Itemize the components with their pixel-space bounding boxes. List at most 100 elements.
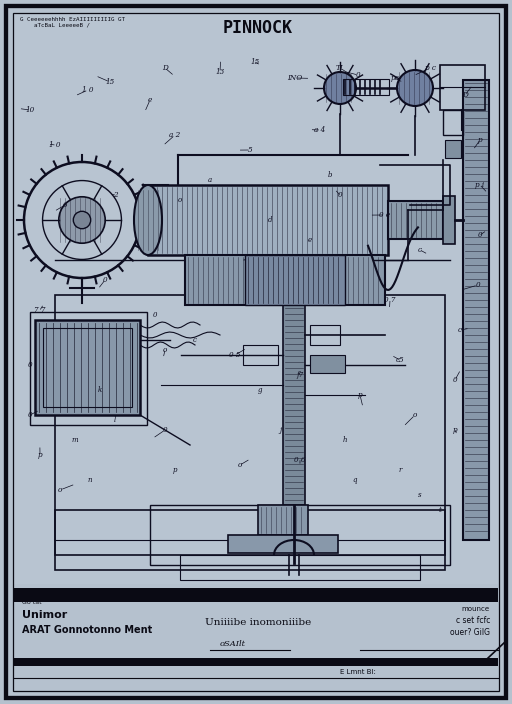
Text: m: m <box>72 436 78 444</box>
Text: a 4: a 4 <box>314 126 326 134</box>
Bar <box>443 196 455 244</box>
Text: o: o <box>238 461 242 469</box>
Text: 0: 0 <box>476 281 480 289</box>
Text: p: p <box>358 391 362 399</box>
Circle shape <box>324 72 356 104</box>
Text: p i: p i <box>475 181 485 189</box>
Text: c: c <box>193 336 197 344</box>
Bar <box>463 80 489 540</box>
Text: D: D <box>162 64 168 72</box>
Text: 13: 13 <box>216 68 225 76</box>
Text: 10: 10 <box>26 106 35 114</box>
Text: o: o <box>58 486 62 494</box>
Text: 0: 0 <box>28 361 32 369</box>
Bar <box>283 305 305 505</box>
Text: Go tat: Go tat <box>22 600 41 605</box>
Text: mounce: mounce <box>462 606 490 612</box>
Text: TI: TI <box>336 64 344 72</box>
Text: l: l <box>114 416 116 424</box>
Circle shape <box>397 70 433 106</box>
Text: o: o <box>413 411 417 419</box>
Bar <box>388 201 443 239</box>
Text: p: p <box>453 426 457 434</box>
Text: D: D <box>462 91 468 99</box>
Text: j: j <box>279 426 281 434</box>
Text: a: a <box>208 176 212 184</box>
Text: PINNOCK: PINNOCK <box>223 19 293 37</box>
Bar <box>443 110 463 135</box>
Bar <box>243 345 278 365</box>
Text: p: p <box>38 451 42 459</box>
Bar <box>445 140 461 158</box>
Bar <box>245 255 345 305</box>
Text: 0: 0 <box>453 376 457 384</box>
Text: f7: f7 <box>296 371 304 379</box>
Bar <box>310 325 340 345</box>
Text: 15: 15 <box>250 58 260 66</box>
Text: k: k <box>98 386 102 394</box>
Text: 6: 6 <box>62 201 67 209</box>
Text: Unimor: Unimor <box>22 610 67 620</box>
Text: ARAT Gonnotonno Ment: ARAT Gonnotonno Ment <box>22 625 152 635</box>
Bar <box>55 295 445 555</box>
Text: E Lmnt Bl:: E Lmnt Bl: <box>340 669 376 675</box>
Text: p: p <box>173 466 177 474</box>
Bar <box>150 505 450 565</box>
Bar <box>148 185 388 255</box>
Text: o: o <box>178 196 182 204</box>
Text: 0: 0 <box>28 411 32 419</box>
Text: INO: INO <box>287 74 303 82</box>
Bar <box>185 255 385 305</box>
Text: artist.: artist. <box>22 594 40 599</box>
Text: 0 e: 0 e <box>379 211 391 219</box>
Bar <box>14 602 498 682</box>
Text: c set fcfc: c set fcfc <box>456 616 490 625</box>
Text: c: c <box>418 246 422 254</box>
Text: 0: 0 <box>478 231 482 239</box>
Bar <box>14 588 498 602</box>
Text: c: c <box>458 326 462 334</box>
Text: Uniiiibe inomoniiibe: Uniiiibe inomoniiibe <box>205 618 311 627</box>
Text: 0: 0 <box>153 311 157 319</box>
Bar <box>14 658 498 666</box>
Text: q: q <box>353 476 357 484</box>
Bar <box>55 510 445 570</box>
Text: 0: 0 <box>163 426 167 434</box>
Text: 0: 0 <box>103 276 108 284</box>
Text: d: d <box>268 216 272 224</box>
Bar <box>258 505 308 535</box>
Text: 1 0: 1 0 <box>82 86 94 94</box>
Circle shape <box>59 197 105 243</box>
Bar <box>228 535 338 553</box>
Text: t: t <box>439 506 441 514</box>
Text: c5: c5 <box>396 356 404 364</box>
Text: pc: pc <box>391 74 399 82</box>
Text: ouer? GilG: ouer? GilG <box>450 628 490 637</box>
Text: 0 5: 0 5 <box>229 351 241 359</box>
Text: p: p <box>478 136 482 144</box>
Text: e: e <box>308 236 312 244</box>
Text: 5: 5 <box>248 146 252 154</box>
Text: 15: 15 <box>105 78 115 86</box>
Ellipse shape <box>134 185 162 255</box>
Text: h: h <box>343 436 347 444</box>
Text: s: s <box>418 491 422 499</box>
Bar <box>180 555 420 580</box>
Text: 0 6: 0 6 <box>294 456 306 464</box>
Bar <box>43 328 132 407</box>
Text: 0 7: 0 7 <box>384 296 396 304</box>
Text: g: g <box>258 386 262 394</box>
Text: oSAIlt: oSAIlt <box>220 640 246 648</box>
Circle shape <box>73 211 91 229</box>
Bar <box>35 320 140 415</box>
Text: e: e <box>148 96 152 104</box>
Bar <box>310 355 345 373</box>
Text: b: b <box>328 171 332 179</box>
Text: 0: 0 <box>356 71 360 79</box>
Text: o: o <box>163 346 167 354</box>
Text: n: n <box>88 476 92 484</box>
Bar <box>14 14 498 584</box>
Text: G Ceeeeeehhhh EzAIIIIIIIIIG GT
    aTcBaL LeeeeeB /: G Ceeeeeehhhh EzAIIIIIIIIIG GT aTcBaL Le… <box>20 17 125 27</box>
Bar <box>343 79 389 95</box>
Bar <box>440 65 485 110</box>
